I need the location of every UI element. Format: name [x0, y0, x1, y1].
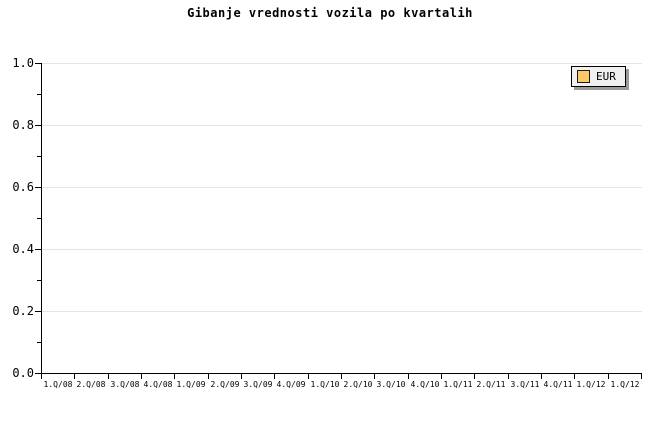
x-axis-tick-label: 3.Q/09: [243, 380, 273, 389]
y-axis-line: [41, 63, 42, 374]
y-axis-tick-label: 0.2: [12, 304, 34, 318]
x-axis-tick-label: 1.Q/12: [610, 380, 640, 389]
y-axis-tick-label: 1.0: [12, 56, 34, 70]
x-axis-tick-label: 4.Q/10: [410, 380, 440, 389]
x-axis-tick: [641, 374, 642, 379]
x-axis-tick-label: 2.Q/08: [76, 380, 106, 389]
y-axis-major-tick: [35, 125, 41, 126]
x-axis-tick: [108, 374, 109, 379]
eur-series-swatch-icon: [577, 70, 590, 83]
x-axis-tick-label: 3.Q/08: [110, 380, 140, 389]
x-axis-tick-label: 4.Q/11: [543, 380, 573, 389]
x-axis-tick-label: 1.Q/08: [43, 380, 73, 389]
legend-box: EUR: [571, 66, 626, 87]
x-axis-tick: [508, 374, 509, 379]
gridline: [42, 187, 642, 188]
x-axis-tick: [374, 374, 375, 379]
x-axis-tick-label: 4.Q/09: [276, 380, 306, 389]
x-axis-tick: [341, 374, 342, 379]
x-axis-tick: [274, 374, 275, 379]
x-axis-tick: [208, 374, 209, 379]
x-axis-line: [41, 373, 642, 374]
y-axis-tick-label: 0.8: [12, 118, 34, 132]
y-axis-tick-label: 0.4: [12, 242, 34, 256]
y-axis-minor-tick: [37, 342, 41, 343]
x-axis-tick: [441, 374, 442, 379]
x-axis-tick: [74, 374, 75, 379]
x-axis-tick-label: 1.Q/10: [310, 380, 340, 389]
y-axis-major-tick: [35, 311, 41, 312]
x-axis-tick: [608, 374, 609, 379]
y-axis-major-tick: [35, 187, 41, 188]
y-axis-tick-label: 0.0: [12, 366, 34, 380]
x-axis-tick: [308, 374, 309, 379]
x-axis-tick: [474, 374, 475, 379]
legend-label-eur: EUR: [596, 70, 616, 83]
x-axis-tick-label: 2.Q/11: [476, 380, 506, 389]
y-axis-minor-tick: [37, 218, 41, 219]
y-axis-minor-tick: [37, 156, 41, 157]
y-axis-minor-tick: [37, 94, 41, 95]
x-axis-tick: [541, 374, 542, 379]
x-axis-tick: [241, 374, 242, 379]
y-axis-minor-tick: [37, 280, 41, 281]
y-axis-major-tick: [35, 63, 41, 64]
y-axis-tick-label: 0.6: [12, 180, 34, 194]
gridline: [42, 125, 642, 126]
x-axis-tick: [574, 374, 575, 379]
x-axis-tick: [141, 374, 142, 379]
y-axis-major-tick: [35, 249, 41, 250]
chart-title: Gibanje vrednosti vozila po kvartalih: [187, 6, 473, 20]
x-axis-tick: [41, 374, 42, 379]
x-axis-tick: [174, 374, 175, 379]
x-axis-tick-label: 1.Q/12: [576, 380, 606, 389]
x-axis-tick-label: 4.Q/08: [143, 380, 173, 389]
x-axis-tick-label: 1.Q/11: [443, 380, 473, 389]
x-axis-tick-label: 3.Q/10: [376, 380, 406, 389]
x-axis-tick-label: 2.Q/09: [210, 380, 240, 389]
x-axis-tick: [408, 374, 409, 379]
gridline: [42, 63, 642, 64]
gridline: [42, 311, 642, 312]
plot-area: 1.0 0.8 0.6 0.4 0.2 0.0 1.Q/08 2.Q/08 3.Q/08 4.Q/…: [12, 57, 642, 389]
x-axis-tick-label: 1.Q/09: [176, 380, 206, 389]
x-axis-tick-label: 2.Q/10: [343, 380, 373, 389]
gridline: [42, 249, 642, 250]
x-axis-tick-label: 3.Q/11: [510, 380, 540, 389]
y-axis-major-tick: [35, 373, 41, 374]
